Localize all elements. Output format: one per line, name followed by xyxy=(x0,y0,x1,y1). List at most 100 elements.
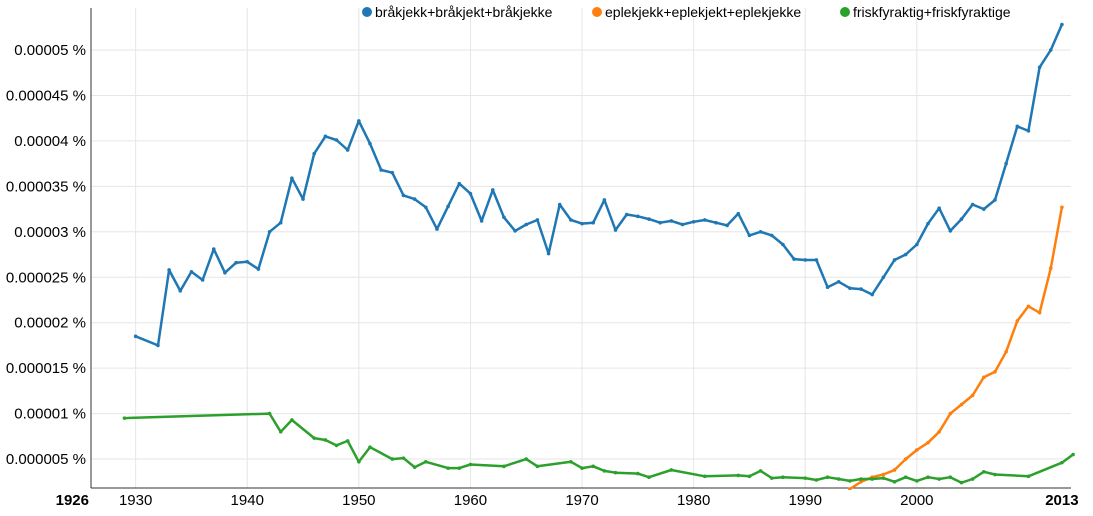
data-point[interactable] xyxy=(669,219,674,223)
data-point[interactable] xyxy=(736,211,741,216)
data-point[interactable] xyxy=(323,134,328,139)
data-point[interactable] xyxy=(892,468,897,472)
data-point[interactable] xyxy=(892,258,897,262)
data-point[interactable] xyxy=(557,202,562,207)
data-point[interactable] xyxy=(479,219,484,223)
data-point[interactable] xyxy=(1037,65,1042,70)
data-point[interactable] xyxy=(490,188,495,192)
data-point[interactable] xyxy=(814,258,819,262)
data-point[interactable] xyxy=(959,402,964,407)
data-point[interactable] xyxy=(859,479,863,484)
legend-item[interactable]: eplekjekk+eplekjekt+eplekjekke xyxy=(592,4,801,20)
data-point[interactable] xyxy=(903,475,908,480)
data-point[interactable] xyxy=(580,466,584,470)
data-point[interactable] xyxy=(178,289,183,293)
data-point[interactable] xyxy=(379,168,383,172)
data-point[interactable] xyxy=(769,476,774,480)
data-point[interactable] xyxy=(267,230,272,234)
data-point[interactable] xyxy=(424,459,428,464)
data-point[interactable] xyxy=(357,119,361,123)
data-point[interactable] xyxy=(569,459,573,464)
data-point[interactable] xyxy=(502,464,506,469)
data-point[interactable] xyxy=(278,429,283,434)
data-point[interactable] xyxy=(848,286,852,290)
data-point[interactable] xyxy=(993,472,997,477)
data-point[interactable] xyxy=(792,257,796,261)
data-point[interactable] xyxy=(982,375,986,380)
data-point[interactable] xyxy=(345,148,350,152)
data-point[interactable] xyxy=(435,227,439,231)
data-point[interactable] xyxy=(769,233,774,238)
data-point[interactable] xyxy=(948,411,953,416)
data-point[interactable] xyxy=(580,221,584,226)
data-point[interactable] xyxy=(535,464,540,469)
data-point[interactable] xyxy=(859,287,863,291)
data-point[interactable] xyxy=(234,260,238,265)
data-point[interactable] xyxy=(446,204,450,209)
data-point[interactable] xyxy=(970,393,975,398)
data-point[interactable] xyxy=(312,151,317,156)
data-point[interactable] xyxy=(1004,349,1008,354)
data-point[interactable] xyxy=(278,220,283,225)
data-point[interactable] xyxy=(200,278,205,282)
data-point[interactable] xyxy=(401,456,406,460)
data-point[interactable] xyxy=(959,217,964,221)
data-point[interactable] xyxy=(312,436,317,440)
series-line-brakjekk[interactable] xyxy=(134,23,1064,347)
data-point[interactable] xyxy=(926,221,930,226)
data-point[interactable] xyxy=(669,468,674,472)
data-point[interactable] xyxy=(591,464,595,469)
data-point[interactable] xyxy=(781,242,785,247)
data-point[interactable] xyxy=(602,469,607,473)
data-point[interactable] xyxy=(390,457,395,461)
data-point[interactable] xyxy=(1037,310,1042,315)
data-point[interactable] xyxy=(714,220,718,225)
data-point[interactable] xyxy=(870,477,874,481)
data-point[interactable] xyxy=(892,479,897,484)
data-point[interactable] xyxy=(446,466,450,470)
data-point[interactable] xyxy=(624,212,629,217)
data-point[interactable] xyxy=(747,233,752,238)
data-point[interactable] xyxy=(290,418,294,422)
data-point[interactable] xyxy=(937,477,941,481)
data-point[interactable] xyxy=(345,439,350,443)
data-point[interactable] xyxy=(982,207,986,211)
data-point[interactable] xyxy=(915,448,919,452)
data-point[interactable] xyxy=(848,479,852,483)
data-point[interactable] xyxy=(524,457,529,461)
data-point[interactable] xyxy=(870,292,874,297)
data-point[interactable] xyxy=(502,215,506,220)
data-point[interactable] xyxy=(602,198,607,202)
legend[interactable]: bråkjekk+bråkjekt+bråkjekke eplekjekk+epl… xyxy=(362,4,1011,20)
data-point[interactable] xyxy=(468,191,473,196)
data-point[interactable] xyxy=(613,228,618,232)
data-point[interactable] xyxy=(836,477,841,481)
data-point[interactable] xyxy=(970,202,975,207)
data-point[interactable] xyxy=(1048,48,1053,52)
data-point[interactable] xyxy=(825,285,830,290)
data-point[interactable] xyxy=(836,279,841,284)
data-point[interactable] xyxy=(401,193,406,198)
data-point[interactable] xyxy=(546,251,551,256)
data-point[interactable] xyxy=(1015,124,1020,129)
data-point[interactable] xyxy=(937,429,941,434)
data-point[interactable] xyxy=(211,247,216,251)
data-point[interactable] xyxy=(1026,474,1031,479)
data-point[interactable] xyxy=(290,176,294,180)
data-point[interactable] xyxy=(1026,129,1031,133)
data-point[interactable] xyxy=(848,487,852,491)
data-point[interactable] xyxy=(725,223,729,228)
legend-item[interactable]: bråkjekk+bråkjekt+bråkjekke xyxy=(362,4,553,20)
data-point[interactable] xyxy=(613,470,618,475)
data-point[interactable] xyxy=(334,443,339,448)
data-point[interactable] xyxy=(758,230,763,234)
data-point[interactable] xyxy=(937,206,941,210)
data-point[interactable] xyxy=(926,440,930,445)
data-point[interactable] xyxy=(636,214,640,219)
data-point[interactable] xyxy=(993,198,997,202)
data-point[interactable] xyxy=(133,334,138,339)
data-point[interactable] xyxy=(703,474,707,479)
legend-item[interactable]: friskfyraktig+friskfyraktige xyxy=(840,4,1011,20)
data-point[interactable] xyxy=(1004,161,1008,166)
data-point[interactable] xyxy=(1060,460,1064,465)
